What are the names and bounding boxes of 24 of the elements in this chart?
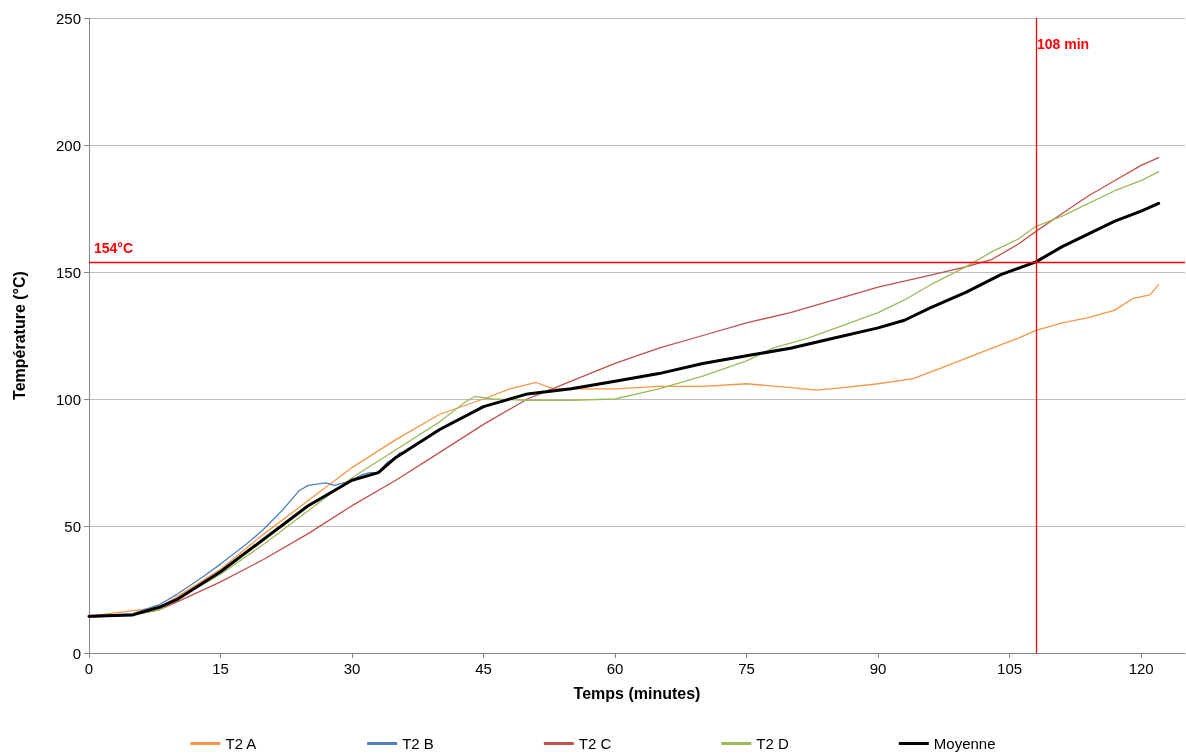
x-tick-label: 15 (212, 660, 229, 677)
x-tick-label: 90 (869, 660, 887, 677)
ref-line-label: 108 min (1036, 36, 1090, 52)
x-tick-label: 105 (997, 660, 1023, 677)
y-tick-label: 200 (55, 136, 81, 154)
legend-label: T2 D (756, 735, 789, 752)
y-tick-label: 50 (64, 517, 81, 535)
legend-label: T2 A (225, 735, 257, 752)
y-tick-label: 0 (72, 644, 81, 662)
x-tick-label: 30 (343, 660, 361, 677)
y-tick-label: 250 (55, 9, 81, 27)
ref-line-label: 154°C (94, 239, 134, 256)
x-tick-label: 120 (1128, 660, 1154, 677)
x-axis-title: Temps (minutes) (573, 684, 701, 702)
y-axis-title: Température (°C) (10, 271, 28, 400)
x-tick-label: 0 (84, 660, 94, 677)
x-tick-label: 75 (738, 660, 755, 677)
y-tick-label: 100 (55, 390, 81, 408)
x-tick-label: 45 (475, 660, 492, 677)
legend-label: T2 B (402, 735, 434, 752)
y-tick-label: 150 (55, 263, 81, 281)
x-tick-label: 60 (606, 660, 624, 677)
legend-label: T2 C (578, 735, 612, 752)
legend-label: Moyenne (933, 735, 996, 752)
